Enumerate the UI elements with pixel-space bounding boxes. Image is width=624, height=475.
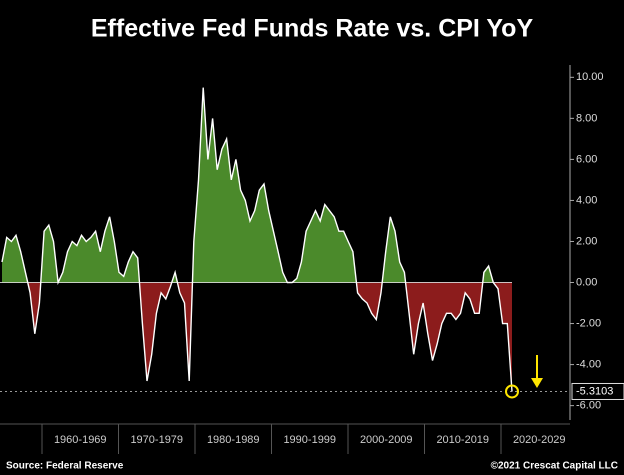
y-tick-label: 0.00 [576, 276, 597, 288]
y-tick-label: -4.00 [576, 359, 601, 371]
area-positive [2, 87, 512, 283]
x-tick-label: 1980-1989 [207, 434, 260, 446]
x-tick-label: 1970-1979 [130, 434, 183, 446]
y-tick-label: 8.00 [576, 112, 597, 124]
x-tick-label: 2020-2029 [513, 434, 566, 446]
y-tick-label: 4.00 [576, 194, 597, 206]
y-tick-label: -6.00 [576, 400, 601, 412]
copyright: ©2021 Crescat Capital LLC [491, 461, 618, 472]
y-tick-label: 10.00 [576, 71, 604, 83]
line [1, 87, 513, 392]
area-negative [27, 282, 512, 392]
source: Source: Federal Reserve [6, 461, 124, 472]
y-tick-label: 6.00 [576, 153, 597, 165]
arrow-head [531, 378, 543, 388]
x-tick-label: 2000-2009 [360, 434, 413, 446]
y-tick-label: -2.00 [576, 317, 601, 329]
x-tick-label: 2010-2019 [436, 434, 489, 446]
y-tick-label: 2.00 [576, 235, 597, 247]
x-tick-label: 1990-1999 [283, 434, 336, 446]
highlight-circle [505, 384, 519, 399]
chart-title: Effective Fed Funds Rate vs. CPI YoY [91, 15, 534, 43]
last-value-box [571, 382, 624, 400]
x-tick-label: 1960-1969 [54, 434, 107, 446]
last-value-label: -5.3103 [576, 385, 613, 397]
